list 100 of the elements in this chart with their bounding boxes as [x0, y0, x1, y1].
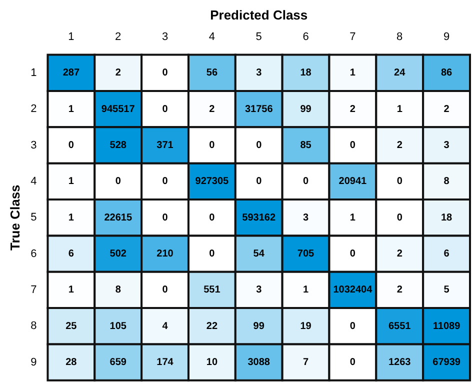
data-label: 705: [297, 248, 315, 260]
data-label: 0: [350, 320, 356, 332]
data-label: 2: [350, 104, 356, 115]
data-label: 0: [256, 140, 262, 151]
data-label: 24: [394, 68, 406, 79]
y-tick-label: 8: [30, 320, 37, 332]
data-label: 86: [440, 68, 453, 79]
data-label: 31756: [244, 104, 274, 115]
x-tick-label: 8: [396, 31, 403, 44]
data-label: 551: [204, 284, 221, 296]
data-label: 18: [440, 212, 453, 224]
data-label: 1032404: [333, 284, 373, 296]
data-label: 0: [115, 176, 122, 188]
data-label: 99: [253, 320, 265, 332]
x-tick-label: 3: [162, 31, 168, 44]
data-label: 19: [300, 320, 312, 332]
data-label: 371: [156, 140, 174, 151]
y-tick-label: 2: [30, 103, 37, 116]
data-label: 2: [396, 140, 403, 151]
data-label: 0: [303, 176, 309, 188]
data-label: 0: [396, 176, 403, 188]
x-tick-label: 6: [302, 31, 309, 44]
data-label: 3088: [248, 357, 270, 368]
data-label: 0: [396, 212, 403, 224]
data-label: 6: [444, 248, 450, 260]
data-label: 28: [66, 357, 78, 368]
data-label: 18: [300, 68, 312, 79]
data-label: 4: [162, 320, 168, 332]
data-label: 2: [209, 104, 216, 115]
data-label: 22: [206, 320, 218, 332]
y-tick-label: 7: [30, 284, 37, 296]
data-label: 0: [256, 176, 262, 188]
x-tick-label: 9: [443, 31, 450, 44]
data-label: 0: [209, 248, 216, 260]
data-label: 22615: [104, 212, 132, 224]
data-label: 1: [68, 104, 74, 115]
x-tick-label: 7: [350, 31, 356, 44]
data-label: 0: [350, 357, 356, 368]
data-label: 1: [68, 212, 74, 224]
data-label: 8: [444, 176, 450, 188]
data-label: 287: [62, 68, 80, 79]
data-label: 10: [206, 357, 218, 368]
data-label: 2: [115, 68, 122, 79]
data-label: 0: [162, 212, 168, 224]
data-label: 502: [110, 248, 127, 260]
data-label: 1: [396, 104, 403, 115]
data-label: 99: [300, 104, 312, 115]
x-axis-title: Predicted Class: [210, 7, 308, 22]
data-label: 0: [350, 248, 356, 260]
y-tick-label: 1: [30, 66, 37, 79]
data-label: 2: [396, 248, 403, 260]
data-label: 11089: [432, 320, 461, 332]
data-label: 1: [68, 284, 74, 296]
y-tick-label: 3: [30, 139, 37, 152]
data-label: 1: [303, 284, 309, 296]
y-tick-label: 9: [30, 356, 37, 368]
data-label: 7: [303, 357, 309, 368]
x-tick-label: 5: [256, 31, 262, 44]
data-label: 0: [209, 212, 216, 224]
data-label: 0: [209, 140, 216, 151]
data-label: 1: [350, 68, 356, 79]
y-tick-label: 5: [30, 212, 37, 224]
x-tick-label: 4: [208, 31, 215, 44]
data-label: 3: [256, 68, 262, 79]
data-label: 945517: [101, 104, 136, 115]
data-label: 20941: [338, 176, 368, 188]
data-label: 210: [156, 248, 174, 260]
data-label: 593162: [242, 212, 276, 224]
data-label: 0: [350, 140, 356, 151]
data-label: 25: [66, 320, 78, 332]
data-label: 1: [350, 212, 356, 224]
data-label: 3: [256, 284, 262, 296]
data-label: 528: [110, 140, 127, 151]
data-label: 8: [115, 284, 122, 296]
data-label: 3: [444, 140, 450, 151]
data-label: 1263: [388, 357, 412, 368]
data-label: 1: [68, 176, 74, 188]
data-label: 0: [162, 68, 168, 79]
data-label: 174: [156, 357, 174, 368]
data-label: 105: [110, 320, 127, 332]
y-tick-label: 4: [30, 175, 37, 188]
data-label: 927305: [195, 176, 230, 188]
data-label: 6551: [388, 320, 412, 332]
x-tick-label: 1: [68, 31, 74, 44]
y-axis-title: True Class: [7, 184, 22, 250]
data-label: 3: [303, 212, 309, 224]
x-tick-label: 2: [115, 31, 122, 44]
data-label: 85: [300, 140, 312, 151]
y-tick-label: 6: [30, 248, 37, 260]
data-label: 2: [444, 104, 450, 115]
data-label: 0: [68, 140, 74, 151]
data-label: 67939: [432, 357, 461, 368]
data-label: 0: [162, 176, 168, 188]
data-label: 0: [162, 104, 168, 115]
data-label: 5: [444, 284, 450, 296]
data-label: 0: [162, 284, 168, 296]
data-label: 54: [253, 248, 265, 260]
data-label: 659: [110, 357, 127, 368]
data-label: 6: [68, 248, 74, 260]
data-label: 56: [206, 68, 218, 79]
